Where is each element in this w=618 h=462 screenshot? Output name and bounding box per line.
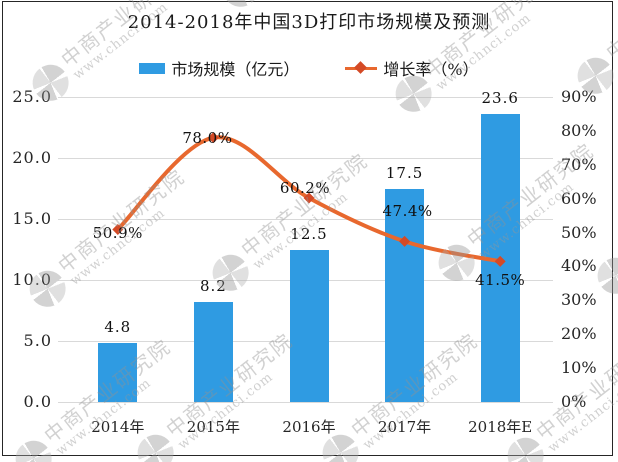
right-axis-tick-label: 20% xyxy=(561,324,597,344)
bar-value-label: 17.5 xyxy=(385,163,424,182)
left-axis-tick-label: 0.0 xyxy=(23,392,52,411)
x-axis-category-label: 2018年E xyxy=(468,418,533,436)
watermark-logo-icon xyxy=(8,433,59,462)
watermark-url: www.chnci.com xyxy=(360,369,462,453)
x-axis-category-label: 2014年 xyxy=(91,418,145,436)
growth-rate-value-label: 50.9% xyxy=(92,223,143,242)
left-axis-tick-label: 20.0 xyxy=(12,148,52,167)
watermark-text: 中商产业研究院 www.chnci.com xyxy=(601,0,618,77)
right-axis-tick-label: 0% xyxy=(561,392,587,411)
market-size-bar xyxy=(193,301,233,402)
legend-item-growth-rate: 增长率（%） xyxy=(345,56,479,80)
growth-rate-line xyxy=(116,135,501,264)
legend-label-market-size: 市场规模（亿元） xyxy=(171,60,300,79)
bar-series-swatch-icon xyxy=(139,62,166,74)
line-series-swatch-icon xyxy=(345,60,378,74)
right-axis-tick-label: 70% xyxy=(561,154,597,174)
right-axis-tick-label: 40% xyxy=(561,256,597,276)
gridline xyxy=(58,158,553,159)
growth-rate-value-label: 78.0% xyxy=(182,128,233,147)
growth-rate-value-label: 41.5% xyxy=(475,271,526,290)
right-axis-tick-label: 80% xyxy=(561,120,597,140)
growth-rate-value-label: 60.2% xyxy=(279,178,331,197)
right-axis-tick-label: 90% xyxy=(561,87,597,106)
growth-rate-value-label: 47.4% xyxy=(382,202,433,221)
watermark-company-name: 中商产业研究院 xyxy=(53,164,190,278)
chart-title: 2014-2018年中国3D打印市场规模及预测 xyxy=(127,12,491,33)
right-axis-tick-label: 50% xyxy=(561,222,597,242)
legend-item-market-size: 市场规模（亿元） xyxy=(139,56,299,80)
market-size-bar xyxy=(289,249,329,402)
market-size-bar xyxy=(385,188,425,402)
right-axis-tick-label: 60% xyxy=(561,188,597,208)
x-axis-category-label: 2015年 xyxy=(186,418,240,436)
market-size-bar xyxy=(98,343,138,402)
bar-value-label: 4.8 xyxy=(104,318,132,337)
right-axis-tick-label: 10% xyxy=(561,358,597,378)
bar-value-label: 8.2 xyxy=(199,276,227,295)
bar-value-label: 12.5 xyxy=(290,224,328,243)
left-axis-tick-label: 10.0 xyxy=(12,270,52,289)
chart-legend: 市场规模（亿元） 增长率（%） xyxy=(14,56,604,80)
gridline xyxy=(58,219,553,220)
gridline xyxy=(58,97,553,98)
gridline xyxy=(58,402,553,403)
legend-label-growth-rate: 增长率（%） xyxy=(383,60,479,79)
left-axis-tick-label: 5.0 xyxy=(23,331,52,350)
x-axis-category-label: 2016年 xyxy=(282,418,336,436)
watermark-company-name: 中商产业研究院 xyxy=(601,0,618,65)
left-axis-tick-label: 25.0 xyxy=(12,87,52,106)
market-size-bar xyxy=(480,114,520,402)
bar-value-label: 23.6 xyxy=(481,89,519,108)
right-axis-tick-label: 30% xyxy=(561,290,597,310)
watermark-company-name: 中商产业研究院 xyxy=(236,148,373,262)
x-axis-category-label: 2017年 xyxy=(378,418,432,436)
left-axis-tick-label: 15.0 xyxy=(12,209,52,228)
line-swatch-diamond-icon xyxy=(354,60,368,74)
